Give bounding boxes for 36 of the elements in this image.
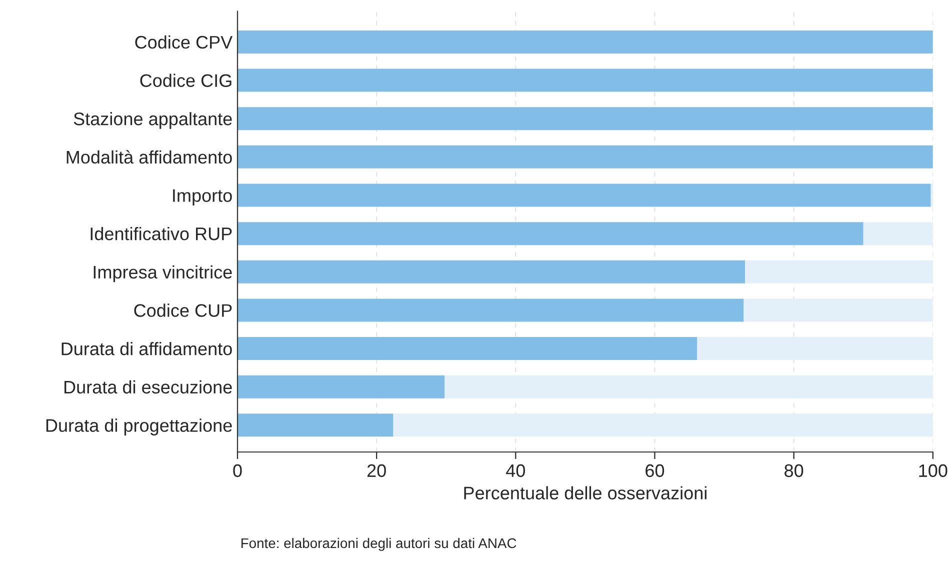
- y-tick-label: Durata di progettazione: [46, 418, 232, 436]
- y-tick-label: Stazione appaltante: [74, 112, 232, 129]
- bar: [238, 375, 445, 398]
- y-tick-label: Durata di affidamento: [62, 342, 232, 356]
- y-tick-label: Codice CPV: [135, 35, 233, 49]
- bar: [863, 222, 933, 246]
- bar: [744, 298, 933, 322]
- bar: [238, 222, 864, 246]
- bar: [238, 107, 933, 130]
- source-note: Fonte: elaborazioni degli autori su dati ANAC: [241, 538, 516, 551]
- bar: [238, 68, 933, 92]
- bar: [444, 375, 933, 398]
- x-axis-title: Percentuale delle osservazioni: [464, 486, 706, 500]
- y-tick-label: Codice CIG: [140, 74, 232, 87]
- y-tick-label: Modalità affidamento: [66, 150, 232, 164]
- bar: [238, 145, 933, 168]
- y-tick-label: Impresa vincitrice: [94, 265, 232, 282]
- x-tick-label: 80: [784, 464, 804, 478]
- bar: [238, 260, 746, 284]
- x-tick-label: 60: [646, 464, 664, 478]
- y-tick-label: Importo: [173, 189, 232, 206]
- bar: [238, 414, 394, 437]
- bar: [238, 337, 698, 360]
- bar: [745, 260, 933, 284]
- x-tick-label: 0: [233, 464, 242, 478]
- bar: [697, 337, 933, 360]
- x-tick-label: 100: [919, 464, 948, 478]
- y-tick-label: Durata di esecuzione: [64, 380, 232, 394]
- y-tick-label: Identificativo RUP: [90, 227, 232, 240]
- bar: [238, 30, 933, 54]
- x-tick-label: 40: [506, 464, 525, 478]
- bar: [238, 298, 744, 322]
- bar: [393, 414, 933, 437]
- bar: [238, 184, 931, 207]
- x-tick-label: 20: [367, 464, 386, 478]
- y-tick-label: Codice CUP: [134, 304, 232, 317]
